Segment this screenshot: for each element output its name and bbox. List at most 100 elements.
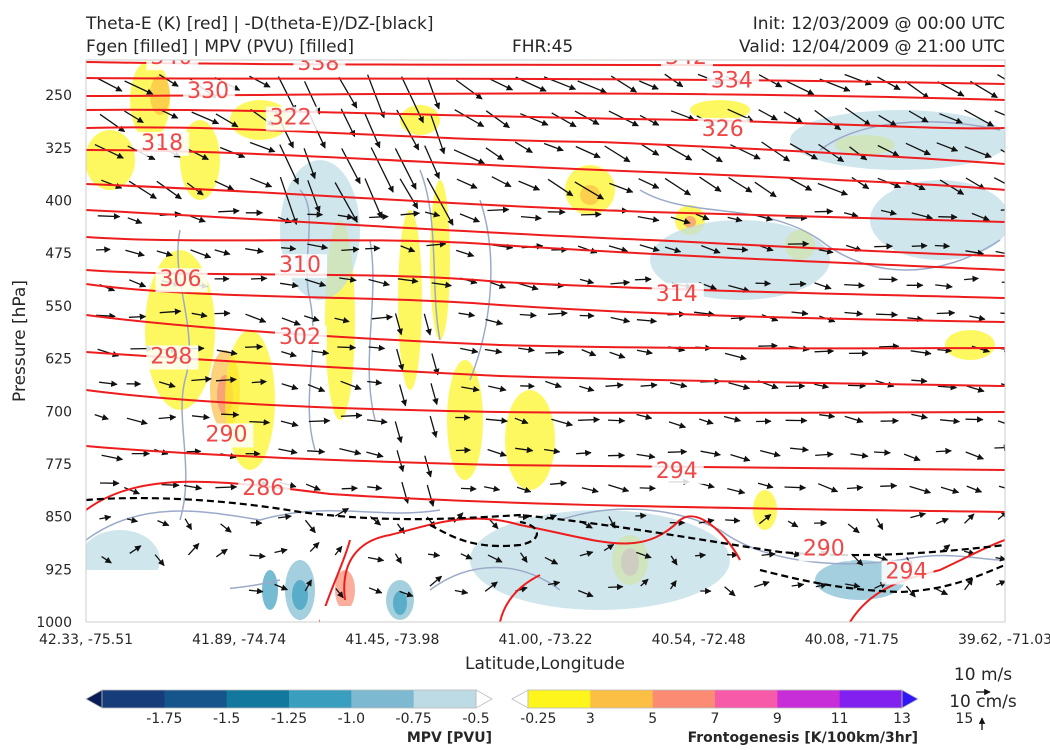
wind-arrow [965,451,985,460]
wind-arrow [128,279,147,288]
wind-arrow [574,181,605,200]
colorbar-label: Frontogenesis [K/100km/3hr] [688,730,918,746]
wind-arrow [845,582,861,589]
wind-arrow [458,311,476,318]
wind-arrow [487,448,507,457]
theta-e-contour [86,445,1005,471]
y-tick-label: 1000 [36,615,72,631]
wind-arrow [994,110,1005,116]
y-tick-label: 400 [45,194,72,210]
wind-arrow [186,448,202,455]
mpv-contour-line [469,199,492,381]
wind-arrow [128,180,157,200]
wind-arrow [339,276,357,283]
wind-arrow [910,511,927,519]
colorbar-segment [289,690,352,708]
wind-arrow [814,382,830,390]
wind-arrow [394,148,417,190]
wind-arrow [994,444,1005,451]
wind-arrow [725,517,741,524]
wind-arrow [124,486,140,495]
wind-arrow [334,507,350,517]
theta-e-label: 326 [702,117,744,142]
wind-arrow [577,589,594,598]
wind-arrow [368,344,386,352]
wind-arrow [699,176,722,192]
wind-key-label-vertical: 10 cm/s [949,692,1017,712]
wind-arrow [936,309,956,317]
colorbar-extend-high [475,689,493,709]
wind-arrow [337,213,354,220]
wind-arrow [461,385,480,393]
theta-e-label: 342 [665,45,707,70]
filled-region [262,570,278,610]
wind-arrow [124,110,144,124]
wind-arrow [937,81,965,97]
wind-arrow [911,212,934,221]
wind-arrow [695,552,707,559]
wind-arrow [214,180,235,191]
wind-arrow [189,215,206,223]
wind-arrow [636,348,653,356]
wind-arrow [758,513,772,525]
wind-arrow [667,448,688,456]
filled-region [447,360,483,480]
wind-arrow [965,249,985,257]
wind-arrow [910,349,932,357]
wind-arrow [873,449,891,456]
wind-arrow [608,245,629,253]
colorbar-tick-label: 15 [955,711,973,727]
wind-arrow [161,481,180,489]
wind-arrow [183,484,203,491]
wind-arrow [579,550,594,557]
mpv-contour-line [639,189,1001,271]
wind-arrow [99,113,126,133]
wind-arrow [610,316,631,324]
filled-region [393,591,407,615]
theta-e-contour [86,389,1005,414]
wind-arrow [604,145,631,163]
wind-arrow [874,555,889,562]
wind-arrow [485,417,508,424]
wind-arrow [368,278,390,287]
wind-arrow [159,308,182,315]
wind-arrow [99,514,112,522]
wind-arrow [844,282,865,289]
wind-arrow [249,552,266,560]
wind-arrow [221,411,240,418]
wind-arrow [966,385,985,393]
theta-e-label-bg [155,268,208,293]
wind-arrow [876,311,898,318]
y-tick-label: 250 [45,88,72,104]
theta-e-label: 334 [711,68,753,93]
wind-arrow [429,575,443,587]
colorbar-segment [351,690,415,708]
wind-arrow [939,179,965,195]
init-time: Init: 12/03/2009 @ 00:00 UTC [752,14,1005,34]
wind-arrow [430,115,446,155]
mpv-contour-line [419,169,441,341]
wind-arrow [844,415,864,424]
colorbar-label: MPV [PVU] [407,730,492,746]
theta-e-label: 340 [150,45,192,70]
theta-e-label: 306 [160,267,202,292]
wind-arrow [727,246,749,253]
wind-arrow [545,349,565,356]
wind-arrow [215,113,239,128]
colorbar-segment [715,690,778,708]
wind-arrow [489,78,514,91]
filled-region [790,110,1005,170]
wind-arrow [728,176,753,193]
theta-e-contour [343,515,741,601]
wind-arrow [670,110,696,121]
wind-arrow [366,451,384,459]
colorbar-tick-label: -0.75 [396,711,432,727]
wind-arrow [245,343,264,351]
x-tick-label: 40.54, -72.48 [652,632,746,648]
colorbar-segment [528,690,591,708]
colorbar-segment [226,690,290,708]
title-line-1: Theta-E (K) [red] | -D(theta-E)/DZ-[blac… [86,14,434,34]
wind-arrow [249,419,271,426]
wind-arrow [878,276,898,283]
theta-e-label-bg [881,560,934,585]
